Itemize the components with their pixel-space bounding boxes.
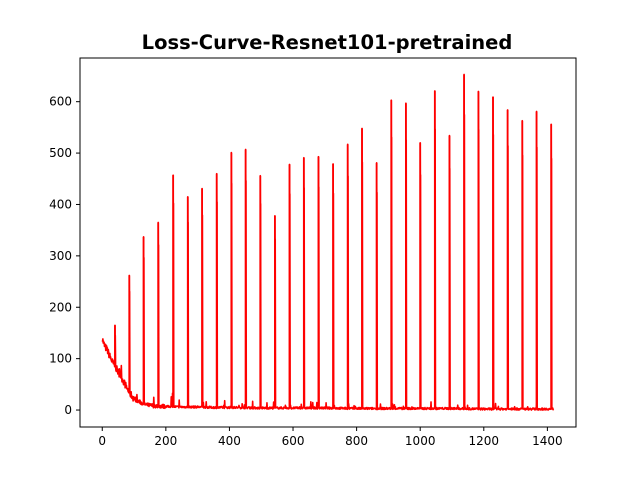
y-tick-label: 400 [49, 197, 72, 211]
axes-frame [79, 57, 577, 428]
y-tick-label: 100 [49, 352, 72, 366]
x-tick-label: 0 [98, 434, 106, 448]
y-tick-label: 300 [49, 249, 72, 263]
y-tick-label: 500 [49, 146, 72, 160]
x-axis: 0 200 400 600 800 1000 1200 1400 [98, 427, 563, 448]
y-axis: 0 100 200 300 400 500 600 [49, 95, 80, 417]
y-tick-label: 200 [49, 300, 72, 314]
plot-area [101, 73, 555, 411]
x-tick-label: 800 [345, 434, 368, 448]
y-tick-label: 600 [49, 95, 72, 109]
x-tick-label: 1400 [532, 434, 563, 448]
x-tick-label: 600 [282, 434, 305, 448]
chart-title: Loss-Curve-Resnet101-pretrained [142, 31, 513, 54]
x-tick-label: 200 [154, 434, 177, 448]
x-tick-label: 1000 [405, 434, 436, 448]
y-tick-label: 0 [64, 403, 72, 417]
x-tick-label: 1200 [469, 434, 500, 448]
x-tick-label: 400 [218, 434, 241, 448]
